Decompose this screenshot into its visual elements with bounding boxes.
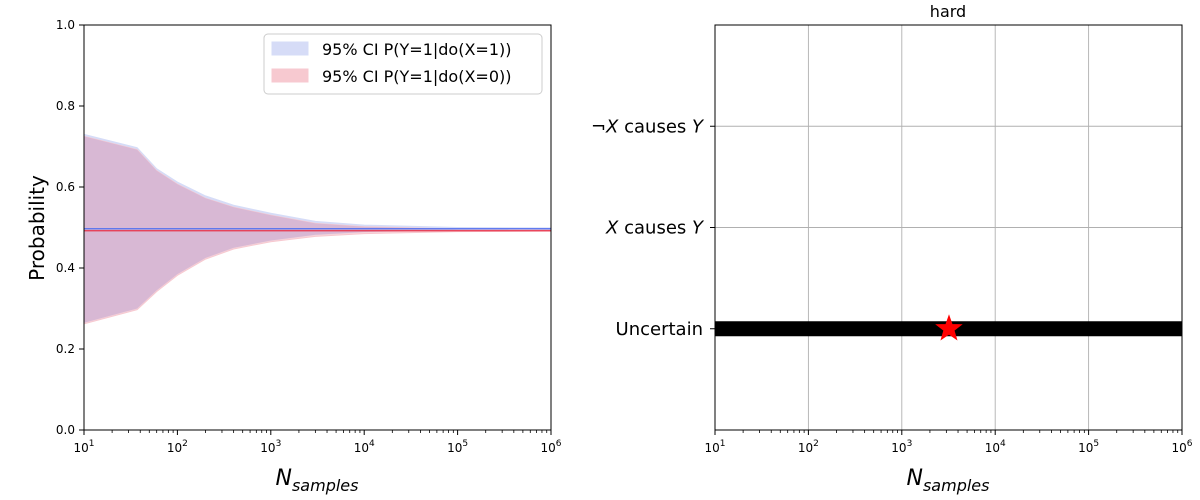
x-tick-label-2: 103 bbox=[260, 439, 281, 455]
x-tick-label-0: 101 bbox=[73, 439, 94, 455]
x-tick-label-4: 105 bbox=[447, 439, 468, 455]
legend-entry-x0: 95% CI P(Y=1|do(X=0)) bbox=[322, 67, 511, 86]
left-y-axis-label: Probability bbox=[25, 175, 49, 281]
x-tick-label-3: 104 bbox=[985, 439, 1006, 455]
right-y-ticks: ¬X causes Y X causes Y Uncertain bbox=[591, 116, 715, 340]
x-tick-label-1: 102 bbox=[167, 439, 188, 455]
y-category-label-2: Uncertain bbox=[616, 319, 703, 340]
star-marker bbox=[935, 314, 963, 341]
right-plot-area bbox=[715, 314, 1182, 341]
left-chart: 101 102 103 104 105 106 0.0 0.2 0.4 0.6 0.8 1.0 Pr… bbox=[25, 18, 562, 495]
legend-swatch-x0 bbox=[271, 68, 309, 83]
legend-swatch-x1 bbox=[271, 41, 309, 56]
right-grid bbox=[714, 25, 1183, 430]
y-tick-label-2: 0.4 bbox=[56, 261, 75, 275]
right-chart-title: hard bbox=[930, 2, 966, 21]
x-tick-label-5: 106 bbox=[1171, 439, 1192, 455]
x-tick-label-3: 104 bbox=[354, 439, 375, 455]
left-legend: 95% CI P(Y=1|do(X=1)) 95% CI P(Y=1|do(X=… bbox=[263, 33, 543, 95]
y-tick-label-1: 0.2 bbox=[56, 342, 75, 356]
x-tick-label-0: 101 bbox=[704, 439, 725, 455]
right-x-ticks: 101 102 103 104 105 106 bbox=[704, 430, 1193, 455]
y-tick-label-0: 0.0 bbox=[56, 423, 75, 437]
right-chart: hard 101 102 103 104 105 106 ¬X causes Y X cau… bbox=[591, 2, 1193, 495]
x-tick-label-1: 102 bbox=[798, 439, 819, 455]
left-x-ticks: 101 102 103 104 105 106 bbox=[73, 430, 562, 455]
y-category-label-0: ¬X causes Y bbox=[591, 116, 705, 137]
y-tick-label-5: 1.0 bbox=[56, 18, 75, 32]
left-axes-frame bbox=[83, 24, 552, 431]
ci-overlap bbox=[84, 136, 551, 323]
left-x-axis-label: Nsamples bbox=[276, 466, 359, 495]
x-tick-label-4: 105 bbox=[1078, 439, 1099, 455]
x-tick-label-2: 103 bbox=[891, 439, 912, 455]
legend-box bbox=[263, 33, 543, 95]
legend-entry-x1: 95% CI P(Y=1|do(X=1)) bbox=[322, 40, 511, 59]
x-tick-label-5: 106 bbox=[540, 439, 561, 455]
y-tick-label-4: 0.8 bbox=[56, 99, 75, 113]
y-tick-label-3: 0.6 bbox=[56, 180, 75, 194]
y-category-label-1: X causes Y bbox=[605, 218, 705, 239]
left-gridless-area bbox=[83, 133, 552, 325]
left-y-ticks: 0.0 0.2 0.4 0.6 0.8 1.0 bbox=[56, 18, 84, 437]
right-x-axis-label: Nsamples bbox=[907, 466, 990, 495]
